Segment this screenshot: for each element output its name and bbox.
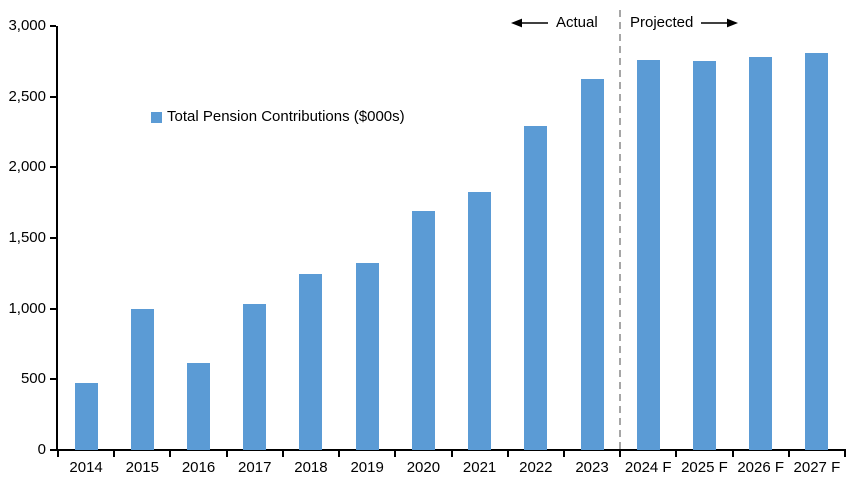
x-tick-label-2019: 2019 xyxy=(350,459,384,476)
left-arrow-icon xyxy=(511,18,548,28)
actual-projected-divider xyxy=(619,10,622,450)
x-tick-label-2024-f: 2024 F xyxy=(624,459,672,476)
bar-2017 xyxy=(243,304,267,450)
y-axis-tick-0 xyxy=(50,449,56,451)
x-axis-tick-8 xyxy=(506,449,509,457)
x-tick-label-2021: 2021 xyxy=(462,459,497,476)
bar-2025-f xyxy=(692,61,716,450)
projected-annotation: Projected xyxy=(630,14,739,32)
chart-legend: Total Pension Contributions ($000s) xyxy=(151,108,405,126)
x-tick-label-2025-f: 2025 F xyxy=(681,459,728,476)
x-axis-tick-2 xyxy=(169,449,172,457)
bar-2024-f xyxy=(636,60,660,450)
x-axis-tick-0 xyxy=(57,449,59,457)
x-axis-tick-7 xyxy=(450,449,453,457)
bar-2023 xyxy=(580,79,604,450)
y-tick-label-2000: 2,000 xyxy=(8,158,46,176)
x-axis-tick-11 xyxy=(675,449,678,457)
bar-2020 xyxy=(411,211,435,450)
bar-2027-f xyxy=(805,53,829,450)
y-tick-label-2500: 2,500 xyxy=(8,87,46,105)
x-axis-tick-10 xyxy=(619,449,622,457)
actual-label: Actual xyxy=(556,14,598,31)
x-tick-label-2026-f: 2026 F xyxy=(737,459,785,476)
bar-2019 xyxy=(355,263,379,450)
bar-2016 xyxy=(187,363,211,450)
projected-label: Projected xyxy=(630,14,694,31)
right-arrow-icon xyxy=(701,18,739,28)
x-axis-tick-4 xyxy=(281,449,284,457)
y-axis-line xyxy=(56,26,58,451)
y-axis-tick-2500 xyxy=(50,95,56,98)
bar-2015 xyxy=(130,309,154,450)
x-tick-label-2014: 2014 xyxy=(69,459,103,476)
x-tick-label-2027-f: 2027 F xyxy=(793,459,841,476)
legend-swatch-icon xyxy=(151,111,162,123)
bar-2018 xyxy=(299,274,323,450)
x-axis-tick-12 xyxy=(731,449,734,457)
x-tick-label-2018: 2018 xyxy=(294,459,328,476)
x-tick-label-2017: 2017 xyxy=(238,459,272,476)
x-axis-tick-14 xyxy=(844,449,846,457)
y-tick-label-1500: 1,500 xyxy=(8,229,46,246)
y-tick-label-1000: 1,000 xyxy=(8,299,46,317)
y-tick-label-0: 0 xyxy=(37,441,46,458)
y-axis-tick-1000 xyxy=(50,307,56,310)
y-axis-tick-1500 xyxy=(50,237,56,239)
y-axis-tick-3000 xyxy=(50,25,56,27)
legend-label: Total Pension Contributions ($000s) xyxy=(167,108,405,125)
bar-2014 xyxy=(74,383,98,450)
y-tick-label-3000: 3,000 xyxy=(8,17,46,34)
x-tick-label-2016: 2016 xyxy=(181,459,216,476)
actual-annotation: Actual xyxy=(511,14,598,32)
y-tick-label-500: 500 xyxy=(20,370,46,388)
x-axis-tick-5 xyxy=(338,449,341,457)
x-axis-tick-9 xyxy=(562,449,565,457)
bar-2021 xyxy=(468,192,492,450)
bar-2022 xyxy=(524,126,548,450)
x-axis-tick-3 xyxy=(225,449,228,457)
y-axis-tick-2000 xyxy=(50,166,56,169)
x-axis-tick-13 xyxy=(787,449,790,457)
x-tick-label-2023: 2023 xyxy=(575,459,609,476)
x-tick-label-2015: 2015 xyxy=(125,459,159,476)
x-axis-tick-1 xyxy=(113,449,116,457)
x-tick-label-2020: 2020 xyxy=(406,459,441,476)
x-tick-label-2022: 2022 xyxy=(519,459,553,476)
bar-2026-f xyxy=(749,57,773,450)
x-axis-tick-6 xyxy=(394,449,397,457)
y-axis-tick-500 xyxy=(50,378,56,381)
